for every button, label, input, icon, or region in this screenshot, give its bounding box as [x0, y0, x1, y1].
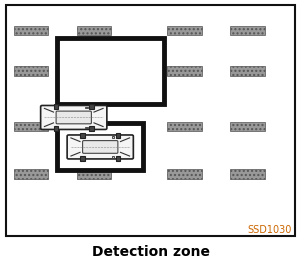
Bar — [85, 107, 88, 108]
Text: SSD1030: SSD1030 — [248, 225, 292, 235]
Bar — [112, 136, 114, 138]
Bar — [167, 26, 202, 35]
Bar — [57, 123, 143, 170]
Bar — [80, 156, 85, 161]
Bar — [116, 133, 120, 138]
Bar — [80, 133, 85, 138]
Bar — [14, 66, 48, 75]
FancyBboxPatch shape — [56, 111, 92, 124]
Bar — [89, 126, 94, 131]
Bar — [112, 156, 114, 158]
FancyBboxPatch shape — [41, 106, 107, 129]
Bar — [167, 122, 202, 131]
FancyBboxPatch shape — [67, 135, 133, 159]
Bar — [167, 66, 202, 75]
Bar — [77, 26, 111, 35]
Bar — [230, 122, 265, 131]
Bar — [85, 127, 88, 128]
Bar — [14, 170, 48, 179]
Bar — [57, 38, 164, 104]
Text: Detection zone: Detection zone — [92, 245, 209, 259]
Bar — [230, 170, 265, 179]
FancyBboxPatch shape — [82, 141, 118, 153]
Bar — [14, 122, 48, 131]
Bar — [77, 170, 111, 179]
Bar — [89, 104, 94, 108]
Bar — [14, 26, 48, 35]
Bar — [116, 156, 120, 161]
Bar — [54, 126, 58, 131]
Bar — [230, 66, 265, 75]
Bar — [167, 170, 202, 179]
Bar — [230, 26, 265, 35]
Bar — [54, 104, 58, 108]
